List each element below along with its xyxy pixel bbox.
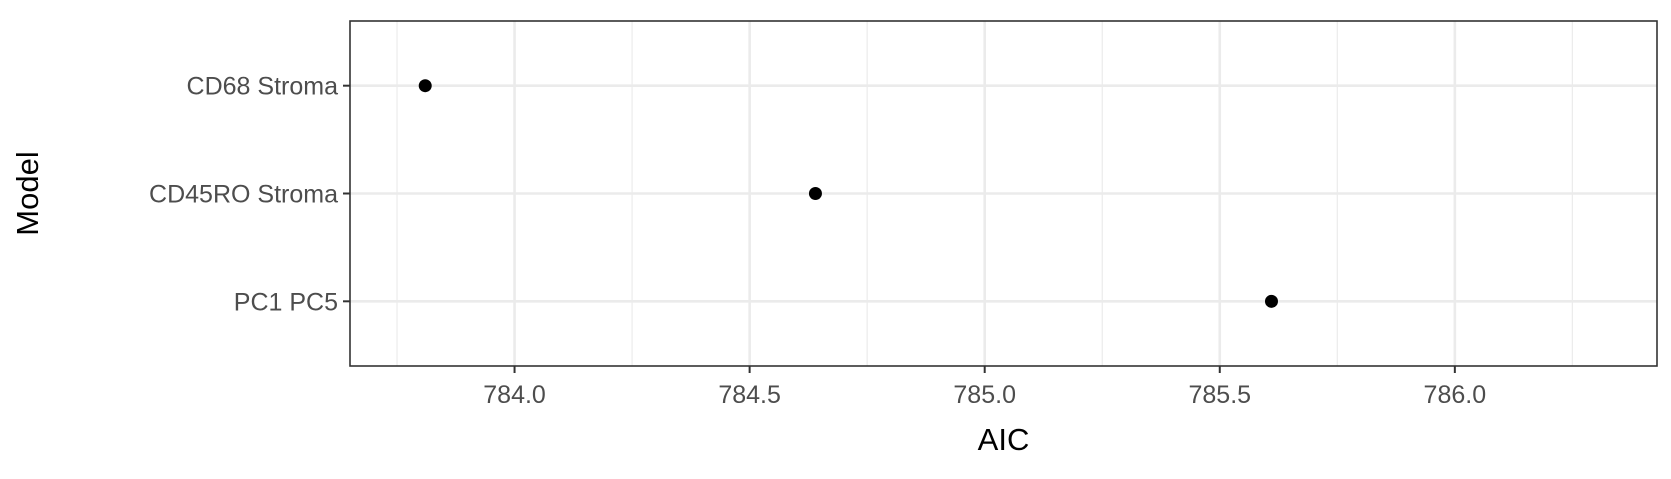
data-point <box>418 79 432 93</box>
x-tick-label: 785.0 <box>953 381 1016 409</box>
x-tick-label: 785.5 <box>1188 381 1251 409</box>
x-axis-ticks: 784.0 784.5 785.0 785.5 786.0 <box>483 366 1486 409</box>
y-tick-label: CD45RO Stroma <box>149 181 338 209</box>
y-axis-title: Model <box>10 151 45 235</box>
x-tick-label: 784.0 <box>483 381 546 409</box>
y-tick-label: PC1 PC5 <box>234 288 338 316</box>
x-tick-label: 784.5 <box>718 381 781 409</box>
major-grid <box>350 21 1657 366</box>
data-point <box>1264 294 1278 308</box>
y-axis-ticks: CD68 Stroma CD45RO Stroma PC1 PC5 <box>149 73 350 316</box>
x-axis-title: AIC <box>978 422 1030 457</box>
x-tick-label: 786.0 <box>1424 381 1487 409</box>
y-tick-label: CD68 Stroma <box>187 73 339 101</box>
data-points <box>418 79 1278 308</box>
data-point <box>808 187 822 200</box>
